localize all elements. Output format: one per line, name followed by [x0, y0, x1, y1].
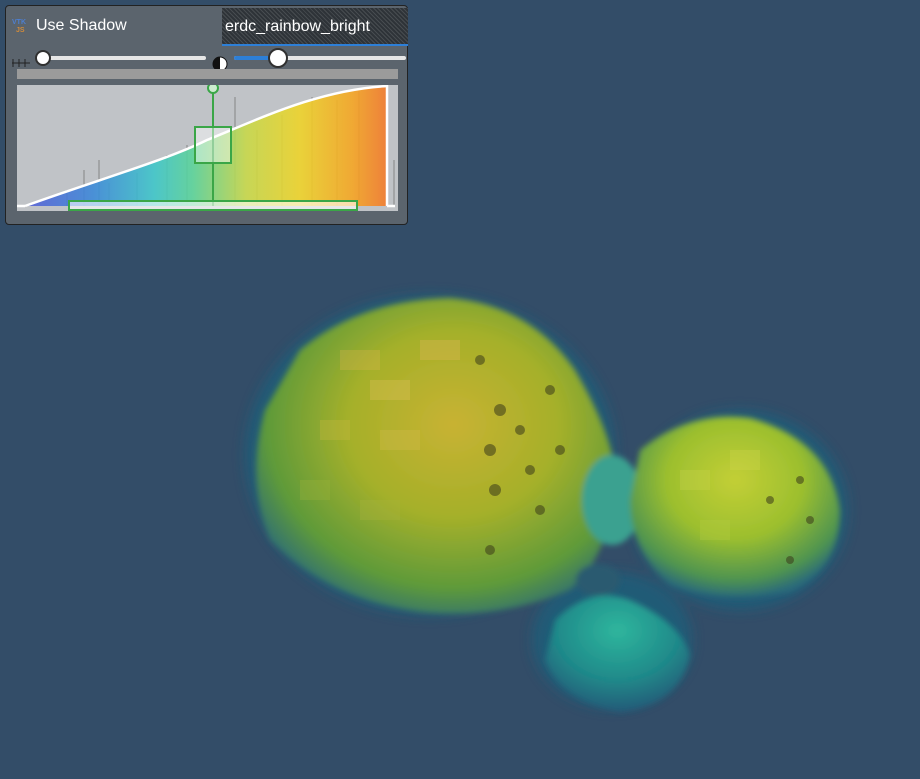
ticks-icon [12, 59, 30, 67]
transfer-function-panel: VTK JS Use Shadow erdc_rainbow_bright [5, 5, 408, 225]
opacity-slider-thumb[interactable] [268, 48, 288, 68]
logo-graphic: VTK JS [12, 19, 26, 34]
transfer-function-editor[interactable] [17, 85, 398, 211]
data-range-bar [17, 69, 398, 79]
voxel-shading [300, 340, 760, 540]
contrast-icon[interactable] [212, 56, 228, 72]
gaussian-bias-handle[interactable] [194, 126, 232, 164]
svg-text:VTK: VTK [12, 19, 26, 26]
gaussian-width-handle[interactable] [68, 200, 358, 211]
gaussian-height-handle[interactable] [207, 85, 219, 94]
svg-text:JS: JS [16, 27, 25, 34]
shadow-slider-track[interactable] [41, 56, 206, 60]
volume-render [256, 298, 840, 712]
opacity-slider-fill [234, 56, 277, 60]
use-shadow-toggle[interactable]: Use Shadow [36, 17, 127, 34]
shadow-slider-thumb[interactable] [35, 50, 51, 66]
opacity-slider-track[interactable] [234, 56, 406, 60]
voxel-shadows [475, 355, 814, 564]
vtk-js-logo-icon: VTK JS [11, 16, 31, 38]
colormap-preset-select[interactable]: erdc_rainbow_bright [222, 8, 408, 46]
opacity-curve[interactable] [24, 85, 389, 208]
